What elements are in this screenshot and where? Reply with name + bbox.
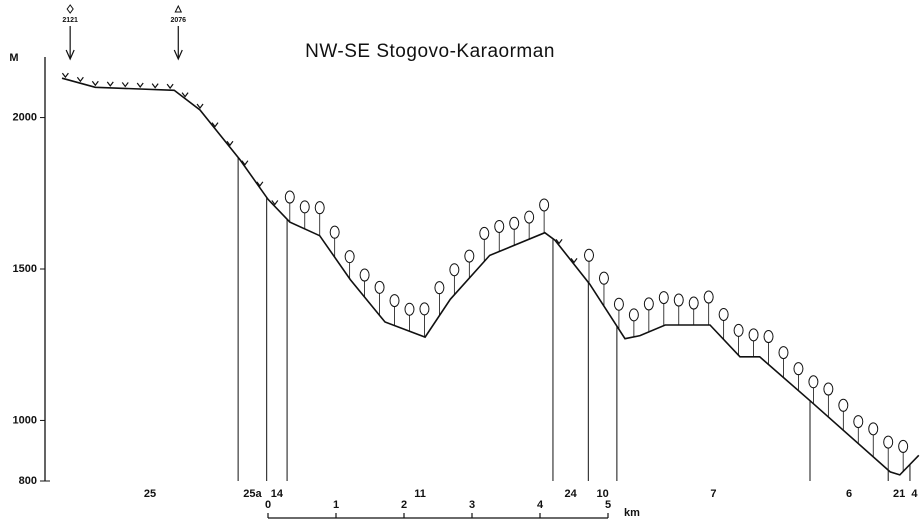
- tree-crown: [434, 281, 445, 295]
- tree-crown: [673, 293, 684, 307]
- tree-crown: [613, 297, 624, 311]
- tree-crown: [524, 210, 535, 224]
- scale-tick-label: 4: [537, 499, 544, 511]
- tree-crown: [778, 346, 789, 360]
- summit-symbol: [66, 4, 74, 14]
- grass-symbol: [181, 92, 189, 98]
- grass-symbol: [61, 72, 69, 79]
- tree-crown: [808, 375, 819, 389]
- tree-crown: [733, 323, 744, 337]
- tree-crown: [464, 249, 475, 263]
- scale-unit: km: [624, 507, 640, 519]
- profile-line: [61, 77, 920, 476]
- y-tick-label: 1500: [13, 263, 37, 275]
- tree-crown: [628, 308, 639, 322]
- grass-symbol: [570, 257, 578, 264]
- tree-crown: [658, 291, 669, 305]
- scale-tick-label: 3: [469, 499, 475, 511]
- grass-symbol: [256, 181, 264, 187]
- tree-crown: [374, 280, 385, 294]
- tree-crown: [868, 422, 879, 436]
- summit-arrowhead: [173, 49, 183, 61]
- grass-symbol: [121, 82, 129, 88]
- tree-crown: [793, 362, 804, 376]
- grass-symbol: [76, 76, 84, 83]
- y-tick-label: 800: [19, 475, 37, 487]
- tree-crown: [823, 382, 834, 396]
- grass-symbol: [271, 200, 279, 206]
- tree-crown: [883, 435, 894, 449]
- tree-crown: [284, 190, 295, 204]
- zone-label: 25a: [243, 488, 262, 500]
- grass-symbol: [226, 140, 234, 147]
- tree-crown: [509, 216, 520, 230]
- summit-arrowhead: [65, 49, 75, 61]
- y-tick-label: 1000: [13, 414, 37, 426]
- zone-label: 6: [846, 488, 852, 500]
- tree-crown: [389, 294, 400, 308]
- tree-crown: [643, 297, 654, 311]
- tree-crown: [344, 250, 355, 264]
- zone-label: 14: [271, 488, 284, 500]
- tree-crown: [598, 271, 609, 285]
- tree-crown: [584, 248, 594, 262]
- tree-crown: [494, 219, 505, 233]
- tree-crown: [853, 415, 864, 429]
- y-tick-label: 2000: [13, 111, 37, 123]
- zone-label: 10: [596, 488, 608, 500]
- scale-tick-label: 2: [401, 499, 407, 511]
- y-axis-label: M: [9, 52, 18, 64]
- grass-symbol: [136, 82, 144, 89]
- tree-crown: [748, 328, 759, 342]
- grass-symbol: [91, 80, 99, 87]
- tree-crown: [898, 439, 909, 453]
- grass-symbol: [211, 122, 219, 128]
- grass-symbol: [555, 239, 563, 245]
- grass-symbol: [196, 103, 204, 109]
- tree-crown: [449, 263, 460, 277]
- zone-label: 21: [893, 488, 905, 500]
- zone-label: 11: [414, 488, 426, 500]
- tree-crown: [718, 307, 729, 321]
- grass-symbol: [106, 81, 114, 87]
- chart-title: NW-SE Stogovo-Karaorman: [305, 41, 555, 62]
- grass-symbol: [166, 83, 174, 90]
- tree-crown: [539, 198, 550, 212]
- zone-label: 24: [565, 488, 578, 500]
- summit-symbol: [174, 4, 183, 13]
- scale-tick-label: 1: [333, 499, 339, 511]
- tree-crown: [329, 225, 340, 239]
- summit-label: 2121: [62, 17, 78, 24]
- tree-crown: [763, 330, 774, 344]
- tree-crown: [359, 268, 370, 282]
- tree-crown: [479, 226, 490, 240]
- grass-symbol: [151, 83, 159, 89]
- tree-crown: [703, 290, 714, 304]
- tree-crown: [688, 296, 699, 310]
- tree-crown: [299, 200, 310, 214]
- grass-symbol: [241, 160, 249, 166]
- tree-crown: [838, 398, 849, 412]
- scale-tick-label: 5: [605, 499, 611, 511]
- summit-label: 2076: [170, 17, 186, 24]
- zone-label: 25: [144, 488, 156, 500]
- zone-label: 4: [911, 488, 918, 500]
- scale-tick-label: 0: [265, 499, 271, 511]
- tree-crown: [404, 302, 415, 316]
- zone-label: 7: [710, 488, 716, 500]
- tree-crown: [314, 201, 325, 215]
- tree-crown: [419, 302, 430, 316]
